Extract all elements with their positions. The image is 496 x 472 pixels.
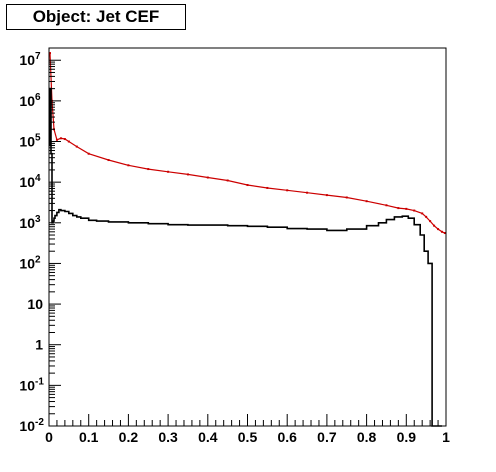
series-0-point <box>441 230 444 233</box>
y-tick-exponent: 4 <box>35 173 41 184</box>
series-0-point <box>59 137 62 140</box>
x-tick-label: 0.7 <box>317 429 337 445</box>
y-tick-exponent: 2 <box>35 254 41 265</box>
y-tick-label: 1 <box>35 337 43 353</box>
series-0-point <box>107 159 110 162</box>
y-tick-label: 10 <box>19 255 35 271</box>
series-0-point <box>405 207 408 210</box>
x-tick-label: 0.2 <box>119 429 139 445</box>
series-0-point <box>67 140 70 143</box>
x-tick-label: 0.5 <box>238 429 258 445</box>
series-0-point <box>425 215 428 218</box>
series-0-point <box>429 220 432 223</box>
series-0-point <box>325 194 328 197</box>
y-tick-exponent: -2 <box>35 417 44 428</box>
series-0-point <box>226 179 229 182</box>
series-0-point <box>421 212 424 215</box>
y-tick-label: 10 <box>19 377 35 393</box>
plot-frame <box>48 47 447 427</box>
series-0-point <box>87 152 90 155</box>
y-tick-label: 10 <box>19 174 35 190</box>
series-0-point <box>127 164 130 167</box>
y-tick-label: 10 <box>19 418 35 434</box>
x-tick-label: 0.4 <box>198 429 218 445</box>
series-0-point <box>75 145 78 148</box>
series-0-point <box>385 204 388 207</box>
series-0-point <box>443 232 446 235</box>
series-0-point <box>246 184 249 187</box>
y-tick-label: 10 <box>19 134 35 150</box>
x-tick-label: 0.6 <box>277 429 297 445</box>
y-tick-label: 10 <box>19 215 35 231</box>
series-1-line <box>49 87 442 427</box>
y-tick-exponent: -1 <box>35 376 44 387</box>
series-0-point <box>413 209 416 212</box>
x-tick-label: 0 <box>45 429 53 445</box>
series-0-point <box>397 207 400 210</box>
y-tick-label: 10 <box>19 93 35 109</box>
series-0-point <box>306 191 309 194</box>
series-0-line <box>49 53 446 234</box>
y-tick-exponent: 7 <box>35 51 41 62</box>
chart-title: Object: Jet CEF <box>6 4 186 30</box>
y-tick-exponent: 6 <box>35 92 41 103</box>
x-tick-label: 0.3 <box>158 429 178 445</box>
series-0-point <box>55 138 58 141</box>
series-0-point <box>266 186 269 189</box>
axis-layer: 0 0.1 0.2 0.3 0.4 0.5 0.6 0.7 0.8 0.9 110 -210 -1110… <box>19 47 450 445</box>
series-0-point <box>147 168 150 171</box>
series-0-point <box>206 176 209 179</box>
series-0-point <box>437 228 440 231</box>
series-layer <box>48 52 446 427</box>
y-tick-label: 10 <box>19 52 35 68</box>
y-tick-label: 10 <box>27 296 43 312</box>
series-0-point <box>186 173 189 176</box>
y-tick-exponent: 3 <box>35 214 41 225</box>
series-0-point <box>365 200 368 203</box>
series-0-point <box>345 196 348 199</box>
x-tick-label: 0.9 <box>397 429 417 445</box>
y-tick-exponent: 5 <box>35 133 41 144</box>
series-0-point <box>63 138 66 141</box>
x-tick-label: 0.1 <box>79 429 99 445</box>
series-0-point <box>167 170 170 173</box>
x-tick-label: 0.8 <box>357 429 377 445</box>
series-0-point <box>48 52 51 55</box>
series-0-point <box>433 224 436 227</box>
series-0-point <box>286 189 289 192</box>
x-tick-label: 1 <box>442 429 450 445</box>
